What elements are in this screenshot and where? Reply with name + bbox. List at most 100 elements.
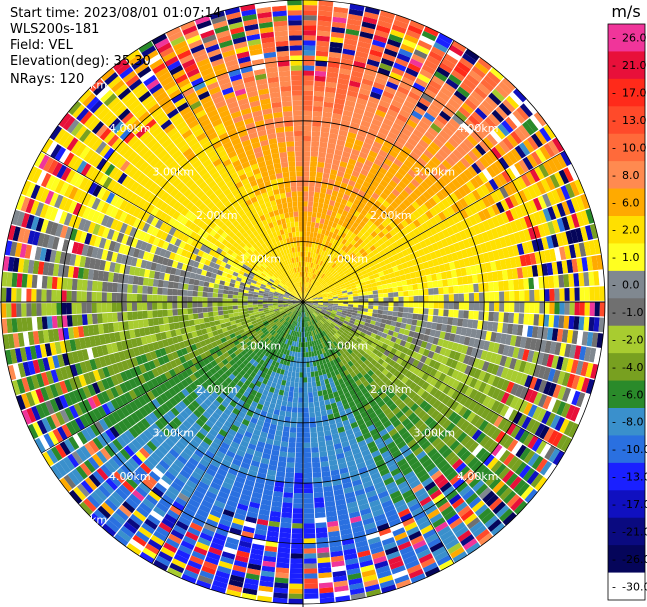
radar-gate	[450, 546, 465, 559]
radar-gate	[305, 293, 309, 298]
radar-gate	[88, 473, 101, 488]
radar-gate	[396, 317, 403, 323]
radar-gate	[359, 471, 370, 479]
radar-gate	[365, 248, 372, 255]
radar-gate	[314, 334, 318, 341]
radar-gate	[305, 306, 309, 311]
radar-gate	[172, 444, 183, 455]
radar-gate	[385, 232, 393, 240]
radar-gate	[392, 527, 406, 537]
radar-gate	[47, 431, 59, 446]
radar-gate	[438, 501, 451, 513]
radar-gate	[409, 151, 420, 161]
radar-gate	[367, 308, 374, 313]
radar-gate	[385, 399, 394, 408]
radar-gate	[512, 178, 523, 192]
radar-gate	[393, 297, 399, 302]
radar-gate	[404, 225, 413, 233]
radar-gate	[351, 447, 361, 455]
radar-gate	[361, 78, 374, 87]
radar-gate	[318, 572, 332, 579]
radar-gate	[521, 242, 530, 254]
radar-gate	[481, 470, 494, 483]
radar-gate	[228, 366, 236, 374]
radar-gate	[238, 346, 245, 353]
radar-gate	[383, 247, 390, 254]
radar-gate	[160, 364, 169, 373]
radar-gate	[454, 526, 469, 538]
radar-gate	[248, 393, 255, 401]
radar-gate	[550, 414, 561, 429]
radar-gate	[409, 133, 421, 143]
radar-gate	[296, 326, 300, 332]
radar-gate	[305, 287, 308, 293]
radar-gate	[369, 428, 379, 437]
radar-gate	[428, 79, 442, 91]
radar-gate	[311, 351, 315, 357]
radar-gate	[381, 361, 389, 369]
radar-gate	[489, 412, 500, 425]
radar-gate	[344, 424, 352, 432]
radar-gate	[207, 445, 218, 455]
radar-gate	[256, 318, 262, 323]
radar-gate	[339, 68, 352, 76]
radar-gate	[418, 519, 432, 531]
radar-gate	[286, 323, 291, 329]
radar-gate	[368, 150, 378, 159]
radar-gate	[412, 483, 424, 494]
radar-gate	[336, 170, 345, 178]
radar-gate	[478, 532, 494, 546]
radar-gate	[496, 270, 504, 281]
radar-gate	[485, 410, 495, 422]
radar-gate	[293, 315, 297, 321]
radar-gate	[418, 248, 425, 257]
radar-gate	[288, 366, 293, 372]
radar-gate	[325, 340, 331, 346]
radar-gate	[178, 516, 191, 527]
radar-gate	[528, 390, 538, 404]
radar-gate	[326, 279, 332, 285]
radar-gate	[538, 276, 545, 289]
radar-gate	[500, 199, 510, 212]
radar-gate	[561, 387, 572, 402]
radar-gate	[350, 421, 359, 429]
radar-gate	[294, 472, 303, 479]
radar-gate	[395, 90, 408, 100]
radar-gate	[347, 266, 354, 272]
radar-gate	[320, 379, 326, 386]
radar-gate	[347, 332, 354, 338]
radar-gate	[348, 577, 363, 586]
radar-gate	[426, 55, 441, 66]
radar-gate	[182, 465, 194, 476]
radar-gate	[437, 280, 444, 288]
radar-gate	[493, 126, 506, 140]
radar-gate	[336, 268, 342, 274]
radar-gate	[399, 257, 407, 264]
radar-gate	[438, 559, 454, 571]
radar-gate	[246, 568, 261, 576]
radar-gate	[202, 345, 209, 353]
radar-gate	[171, 558, 187, 569]
radar-gate	[523, 402, 533, 416]
radar-gate	[281, 507, 293, 514]
radar-gate	[282, 313, 288, 318]
radar-gate	[273, 325, 279, 331]
radar-gate	[32, 421, 43, 437]
radar-gate	[321, 466, 330, 473]
radar-gate	[254, 528, 267, 536]
radar-gate	[312, 252, 316, 259]
radar-gate	[472, 444, 483, 457]
radar-gate	[209, 383, 218, 391]
radar-gate	[352, 293, 358, 297]
radar-gate	[310, 252, 314, 258]
radar-gate	[352, 324, 359, 330]
radar-gate	[317, 298, 323, 301]
radar-gate	[425, 384, 434, 394]
radar-gate	[98, 484, 111, 498]
radar-gate	[571, 330, 579, 345]
radar-gate	[298, 326, 301, 332]
radar-gate	[450, 269, 457, 278]
radar-gate	[298, 382, 303, 388]
radar-gate	[391, 316, 398, 322]
radar-gate	[296, 442, 303, 448]
